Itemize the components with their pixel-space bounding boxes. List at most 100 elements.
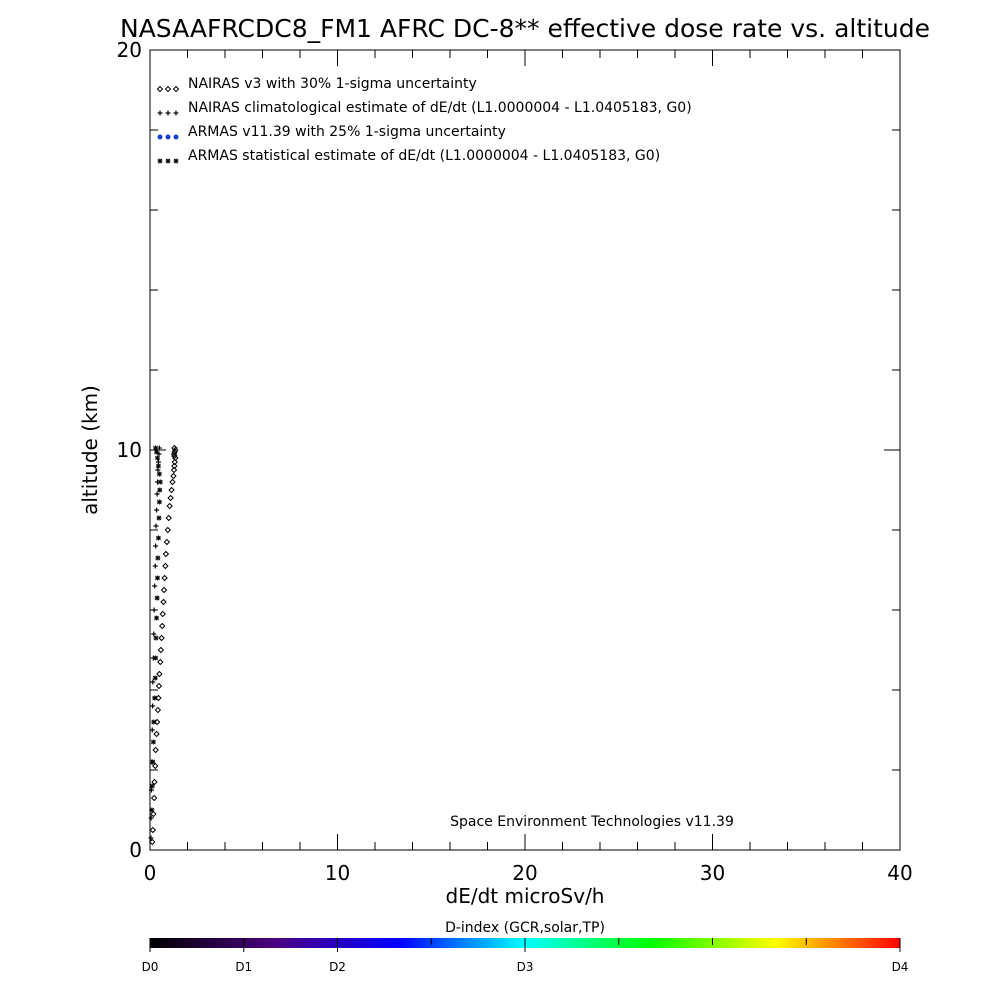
data-point-plus [152, 563, 158, 569]
data-point-asterisk [154, 615, 160, 621]
data-point-asterisk [150, 739, 156, 745]
colorbar-label: D1 [235, 960, 252, 974]
data-point-diamond [155, 694, 162, 702]
data-point-diamond [157, 646, 165, 654]
series-asterisk [149, 445, 163, 813]
colorbar-title: D-index (GCR,solar,TP) [445, 920, 605, 936]
data-point-asterisk [152, 695, 158, 701]
data-point-diamond [161, 574, 168, 582]
data-point-diamond [168, 486, 175, 494]
data-point-diamond [153, 730, 160, 738]
legend-item: ARMAS statistical estimate of dE/dt (L1.… [157, 148, 660, 164]
data-point-asterisk [153, 445, 159, 451]
data-point-diamond [167, 494, 174, 502]
tick-labels: 0 10 20 30 40 0 10 20 [117, 38, 913, 885]
data-point-diamond [171, 462, 178, 470]
data-point-diamond [150, 794, 158, 802]
x-tick-label: 0 [144, 861, 157, 885]
data-point-plus [150, 679, 156, 685]
x-tick-label: 20 [512, 861, 537, 885]
data-point-diamond [170, 472, 177, 480]
data-point-asterisk [155, 575, 160, 581]
plot-frame [149, 49, 901, 851]
legend-marker-asterisk [173, 158, 179, 164]
data-point-diamond [155, 682, 163, 690]
data-point-diamond [160, 598, 167, 606]
data-point-diamond [154, 706, 162, 714]
data-point-diamond [170, 466, 178, 474]
data-point-plus [150, 703, 156, 709]
legend-marker-plus [157, 110, 163, 116]
data-point-plus [149, 727, 155, 733]
data-point-diamond [151, 778, 158, 786]
data-point-asterisk [154, 449, 160, 455]
data-point-asterisk [151, 719, 157, 725]
legend-marker-plus [173, 110, 179, 116]
data-point-diamond [153, 718, 161, 726]
legend-item: ARMAS v11.39 with 25% 1-sigma uncertaint… [157, 124, 506, 140]
data-point-asterisk [155, 535, 161, 541]
data-point-asterisk [154, 595, 160, 601]
data-point-diamond [149, 838, 156, 846]
data-point-asterisk [155, 463, 161, 469]
x-axis-label: dE/dt microSv/h [446, 884, 605, 908]
data-point-diamond [169, 478, 176, 486]
legend-marker-diamond [164, 85, 172, 93]
data-point-asterisk [157, 487, 163, 493]
data-point-diamond [152, 746, 159, 754]
x-tick-label: 30 [700, 861, 725, 885]
data-point-plus [154, 507, 160, 513]
legend-label: NAIRAS climatological estimate of dE/dt … [188, 100, 692, 116]
data-point-diamond [158, 622, 166, 630]
data-point-diamond [171, 458, 178, 466]
data-point-asterisk [155, 555, 161, 561]
data-point-diamond [165, 514, 172, 522]
colorbar-label: D4 [892, 960, 909, 974]
data-point-plus [153, 523, 159, 529]
data-point-asterisk [153, 635, 159, 641]
data-point-plus [148, 835, 154, 841]
data-point-asterisk [156, 515, 162, 521]
legend-marker-dot [165, 134, 171, 140]
legend-label: NAIRAS v3 with 30% 1-sigma uncertainty [188, 76, 477, 92]
data-point-diamond [163, 538, 171, 546]
data-point-asterisk [157, 479, 163, 485]
data-point-diamond [162, 562, 169, 570]
y-tick-label: 20 [117, 38, 142, 62]
x-tick-label: 10 [325, 861, 350, 885]
legend-marker-diamond [156, 85, 164, 93]
data-point-diamond [162, 550, 170, 558]
axis-ticks [149, 49, 901, 851]
data-point-plus [151, 631, 157, 637]
data-point-asterisk [156, 471, 162, 477]
credit-text: Space Environment Technologies v11.39 [450, 814, 734, 830]
data-point-asterisk [155, 455, 160, 461]
data-point-plus [148, 815, 154, 821]
colorbar: D-index (GCR,solar,TP) D0 D1 D2 D3 D4 [142, 920, 909, 974]
series-diamond [149, 444, 179, 846]
data-point-diamond [171, 444, 178, 452]
data-point-diamond [152, 762, 159, 770]
legend-marker-plus [165, 110, 171, 116]
data-point-diamond [158, 634, 165, 642]
data-point-plus [149, 787, 154, 793]
legend-marker-dot [157, 134, 163, 140]
data-point-asterisk [149, 783, 155, 789]
legend-marker-dot [173, 134, 179, 140]
data-point-diamond [156, 670, 163, 678]
data-point-asterisk [156, 499, 162, 505]
data-point-asterisk [152, 675, 158, 681]
legend-label: ARMAS v11.39 with 25% 1-sigma uncertaint… [188, 124, 506, 140]
legend-item: NAIRAS v3 with 30% 1-sigma uncertainty [156, 76, 477, 93]
data-point-diamond [166, 502, 173, 510]
data-point-plus [154, 491, 160, 497]
x-tick-label: 40 [887, 861, 912, 885]
colorbar-labels: D0 D1 D2 D3 D4 [142, 938, 909, 974]
data-point-diamond [164, 526, 172, 534]
chart-title-group: NASAAFRCDC8_FM1 AFRC DC-8** effective do… [120, 14, 930, 43]
data-point-plus [153, 543, 159, 549]
data-point-plus [152, 583, 158, 589]
chart-title: NASAAFRCDC8_FM1 AFRC DC-8** effective do… [120, 14, 930, 43]
data-point-diamond [159, 610, 166, 618]
data-point-diamond [150, 810, 157, 818]
